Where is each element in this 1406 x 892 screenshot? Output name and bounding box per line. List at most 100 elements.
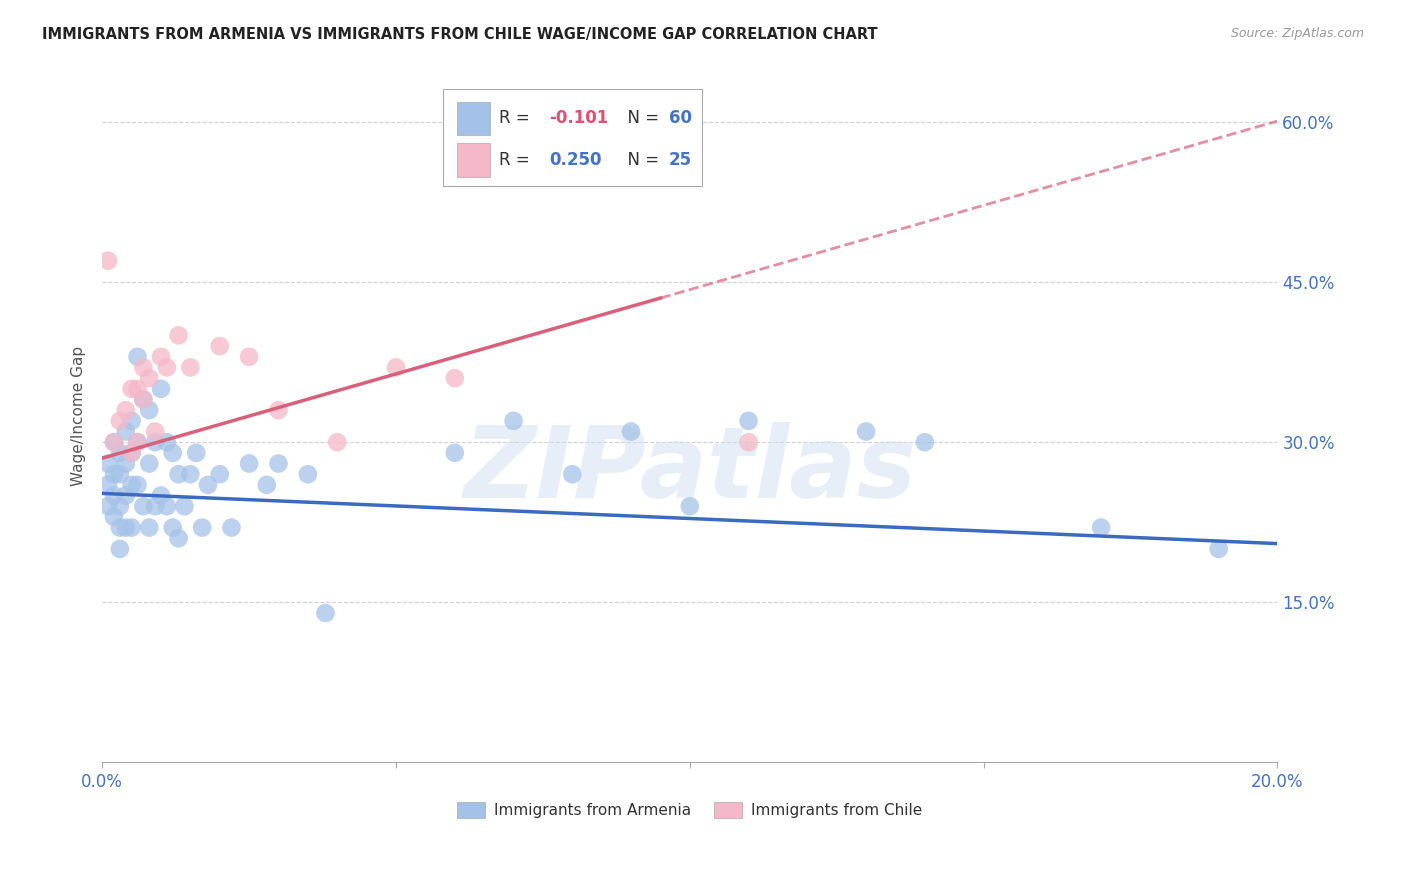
Point	[108, 541, 131, 556]
Point	[238, 350, 260, 364]
Point	[221, 520, 243, 534]
Point	[103, 435, 125, 450]
Text: N =: N =	[617, 110, 664, 128]
Point	[620, 425, 643, 439]
Point	[561, 168, 583, 182]
Point	[156, 435, 179, 450]
Point	[138, 371, 160, 385]
Point	[138, 457, 160, 471]
Text: R =: R =	[499, 110, 536, 128]
Point	[127, 350, 149, 364]
Point	[326, 435, 349, 450]
Point	[114, 425, 136, 439]
Point	[156, 500, 179, 514]
Point	[561, 467, 583, 482]
Point	[167, 467, 190, 482]
Point	[315, 606, 337, 620]
Point	[914, 435, 936, 450]
Point	[156, 360, 179, 375]
Point	[121, 414, 143, 428]
Point	[97, 253, 120, 268]
Point	[108, 500, 131, 514]
Point	[132, 392, 155, 407]
Point	[162, 446, 184, 460]
Point	[143, 425, 166, 439]
Point	[855, 425, 877, 439]
Point	[121, 478, 143, 492]
Point	[186, 446, 208, 460]
Point	[167, 328, 190, 343]
Text: ZIPatlas: ZIPatlas	[463, 423, 917, 519]
Point	[127, 435, 149, 450]
Point	[114, 403, 136, 417]
Point	[737, 414, 759, 428]
Point	[97, 478, 120, 492]
Point	[127, 382, 149, 396]
Point	[179, 360, 201, 375]
Point	[737, 435, 759, 450]
Point	[114, 457, 136, 471]
Point	[443, 371, 465, 385]
Point	[121, 520, 143, 534]
Point	[103, 509, 125, 524]
Point	[97, 457, 120, 471]
Point	[179, 467, 201, 482]
Point	[267, 457, 290, 471]
Bar	[457, 144, 491, 177]
Point	[679, 500, 702, 514]
Point	[502, 414, 524, 428]
Point	[149, 350, 172, 364]
Point	[114, 489, 136, 503]
Point	[1090, 520, 1112, 534]
Point	[103, 489, 125, 503]
Point	[238, 457, 260, 471]
Point	[127, 478, 149, 492]
Point	[1208, 541, 1230, 556]
Text: 60: 60	[669, 110, 692, 128]
Y-axis label: Wage/Income Gap: Wage/Income Gap	[72, 345, 86, 485]
Point	[149, 382, 172, 396]
Point	[197, 478, 219, 492]
Point	[121, 446, 143, 460]
Text: N =: N =	[617, 151, 664, 169]
Text: Source: ZipAtlas.com: Source: ZipAtlas.com	[1230, 27, 1364, 40]
Point	[108, 520, 131, 534]
Point	[138, 520, 160, 534]
Point	[108, 414, 131, 428]
Text: R =: R =	[499, 151, 536, 169]
Point	[143, 435, 166, 450]
Point	[121, 446, 143, 460]
Text: IMMIGRANTS FROM ARMENIA VS IMMIGRANTS FROM CHILE WAGE/INCOME GAP CORRELATION CHA: IMMIGRANTS FROM ARMENIA VS IMMIGRANTS FR…	[42, 27, 877, 42]
Point	[132, 392, 155, 407]
Point	[208, 339, 231, 353]
Point	[256, 478, 278, 492]
Point	[114, 520, 136, 534]
Point	[162, 520, 184, 534]
Point	[108, 446, 131, 460]
Point	[108, 467, 131, 482]
Text: 0.250: 0.250	[548, 151, 602, 169]
Legend: Immigrants from Armenia, Immigrants from Chile: Immigrants from Armenia, Immigrants from…	[451, 796, 928, 824]
Point	[121, 382, 143, 396]
Text: -0.101: -0.101	[548, 110, 607, 128]
Point	[97, 500, 120, 514]
Point	[297, 467, 319, 482]
FancyBboxPatch shape	[443, 89, 702, 186]
Point	[103, 467, 125, 482]
Point	[138, 403, 160, 417]
Point	[149, 489, 172, 503]
Point	[173, 500, 195, 514]
Point	[191, 520, 214, 534]
Point	[208, 467, 231, 482]
Point	[443, 446, 465, 460]
Text: 25: 25	[669, 151, 692, 169]
Point	[132, 360, 155, 375]
Point	[650, 168, 672, 182]
Point	[385, 360, 408, 375]
Point	[143, 500, 166, 514]
Bar	[457, 102, 491, 135]
Point	[132, 500, 155, 514]
Point	[267, 403, 290, 417]
Point	[167, 531, 190, 545]
Point	[127, 435, 149, 450]
